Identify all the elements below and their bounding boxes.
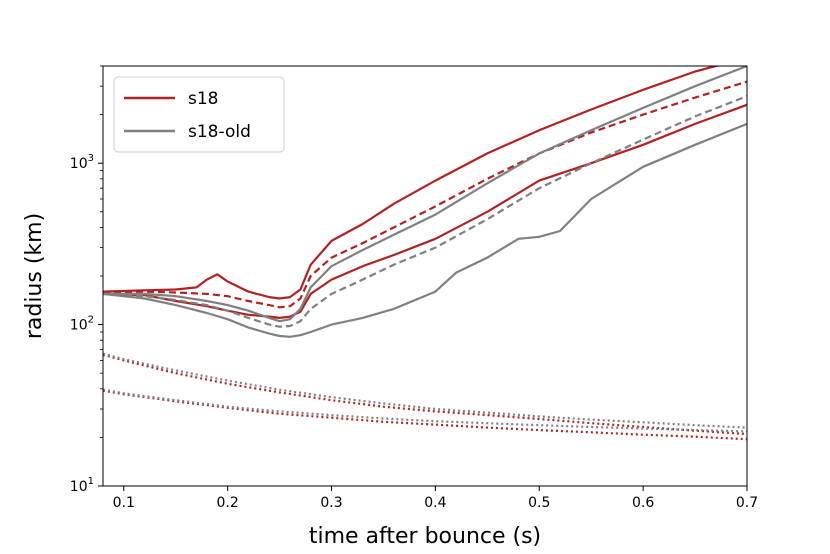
x-axis-label: time after bounce (s) <box>309 524 541 549</box>
legend-label-s18-old: s18-old <box>188 122 251 142</box>
legend-box <box>113 76 285 153</box>
series-layer <box>103 66 747 441</box>
tick-layer: 0.1 0.2 0.3 0.4 0.5 0.6 0.7 101 102 103 <box>70 65 758 511</box>
x-tick-label: 0.4 <box>424 495 446 511</box>
y-tick-label: 103 <box>70 153 94 172</box>
series-line-9 <box>103 388 747 433</box>
y-axis-label: radius (km) <box>22 213 47 339</box>
series-line-1 <box>103 80 747 309</box>
series-line-3 <box>103 66 747 323</box>
series-line-0 <box>103 66 721 300</box>
legend-label-s18: s18 <box>188 89 219 109</box>
x-tick-label: 0.3 <box>320 495 342 511</box>
x-tick-label: 0.6 <box>632 495 654 511</box>
y-tick-label: 101 <box>70 476 94 495</box>
x-tick-label: 0.2 <box>217 495 239 511</box>
series-line-5 <box>103 122 747 338</box>
series-line-6 <box>103 353 747 436</box>
legend: s18 s18-old <box>113 76 285 153</box>
series-line-4 <box>103 95 747 328</box>
x-tick-label: 0.7 <box>736 495 758 511</box>
series-line-7 <box>103 352 747 429</box>
series-line-8 <box>103 389 747 441</box>
y-tick-label: 102 <box>70 315 94 334</box>
x-tick-label: 0.1 <box>113 495 135 511</box>
x-tick-label: 0.5 <box>528 495 550 511</box>
